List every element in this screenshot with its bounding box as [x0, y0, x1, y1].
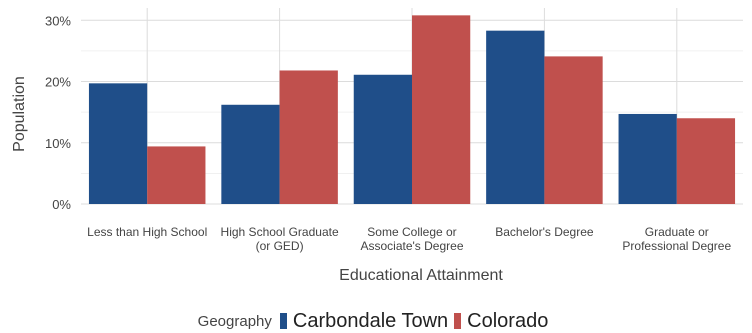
bar-colorado: [279, 70, 338, 204]
bar-carbondale: [486, 30, 545, 204]
y-tick-label: 10%: [45, 136, 71, 151]
x-tick-label: Graduate or Professional Degree: [622, 225, 731, 253]
bar-colorado: [412, 15, 471, 204]
bar-carbondale: [88, 83, 148, 204]
bar-colorado: [676, 118, 736, 204]
x-axis-title: Educational Attainment: [339, 267, 503, 284]
y-axis-title: Population: [11, 76, 28, 152]
y-tick-label: 0%: [52, 197, 71, 212]
x-category-labels: Less than High School High School Graduat…: [87, 225, 731, 253]
legend-title: Geography: [197, 312, 272, 330]
y-tick-label: 20%: [45, 75, 71, 90]
bar-carbondale: [353, 74, 412, 204]
y-tick-label: 30%: [45, 13, 71, 28]
bar-colorado: [147, 146, 206, 204]
legend-label-carbondale: Carbondale Town: [292, 309, 449, 332]
bar-carbondale: [618, 113, 677, 204]
legend-swatch-carbondale: [279, 313, 287, 329]
x-tick-label: Some College or Associate's Degree: [360, 225, 463, 253]
x-tick-label: High School Graduate (or GED): [221, 225, 339, 253]
legend-item-colorado: Colorado: [454, 310, 548, 333]
bar-carbondale: [221, 104, 280, 204]
chart: 0% 10% 20% 30% Less than High School High Sc…: [11, 8, 743, 284]
bar-colorado: [544, 56, 603, 205]
legend-swatch-colorado: [454, 313, 462, 329]
y-tick-labels: 0% 10% 20% 30%: [45, 13, 71, 212]
x-tick-label: Bachelor's Degree: [495, 225, 594, 239]
x-tick-label: Less than High School: [87, 225, 207, 239]
legend-label-colorado: Colorado: [467, 309, 549, 332]
bars: [88, 15, 736, 205]
legend-item-carbondale: Carbondale Town: [279, 309, 449, 333]
legend: Geography Carbondale Town Colorado: [0, 309, 752, 333]
